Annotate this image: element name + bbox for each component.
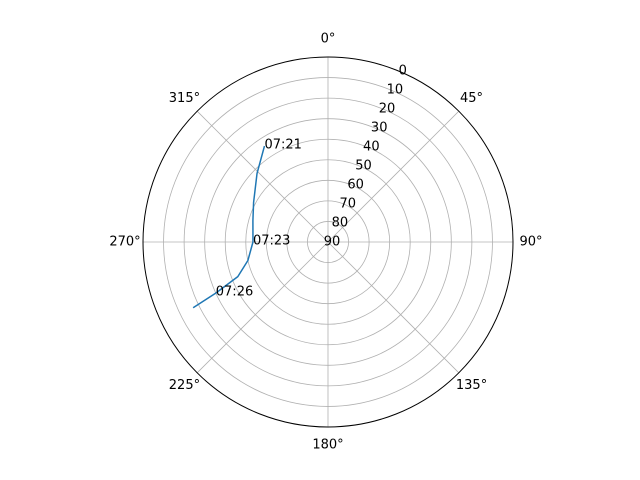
radial-tick-label: 20 xyxy=(379,102,396,117)
angular-tick-label: 180° xyxy=(312,438,343,453)
grid xyxy=(143,57,513,427)
polar-spine xyxy=(142,56,514,428)
series-line xyxy=(192,145,266,309)
radial-tick-label: 10 xyxy=(387,83,404,98)
radial-tick-label: 50 xyxy=(355,159,372,174)
angular-gridline xyxy=(196,241,329,374)
angular-tick-label: 135° xyxy=(456,378,487,393)
series-layer xyxy=(192,145,266,309)
angular-tick-label: 225° xyxy=(169,378,200,393)
radial-tick-label: 0 xyxy=(399,64,407,79)
outer-spine xyxy=(142,56,514,428)
tick-labels: 0° 45° 90° 135° 180° 225° 270° 315° 0 10 20 30 40 50 6… xyxy=(109,32,542,453)
time-annotation: 07:21 xyxy=(264,138,301,153)
radial-tick-label: 60 xyxy=(347,178,364,193)
radial-tick-label: 30 xyxy=(371,121,388,136)
radial-tick-label: 40 xyxy=(363,140,380,155)
radial-tick-label: 70 xyxy=(339,197,356,212)
angular-tick-label: 45° xyxy=(460,91,483,106)
angular-gridline xyxy=(327,110,460,243)
time-annotation: 07:26 xyxy=(216,285,253,300)
radial-tick-label: 90 xyxy=(324,235,341,250)
angular-tick-label: 270° xyxy=(109,235,140,250)
angular-tick-label: 315° xyxy=(169,91,200,106)
angular-gridline xyxy=(327,241,460,374)
angular-tick-label: 0° xyxy=(321,32,336,47)
radial-tick-label: 80 xyxy=(332,216,349,231)
time-annotation: 07:23 xyxy=(253,234,290,249)
annotations: 07:21 07:23 07:26 xyxy=(216,138,302,300)
angular-tick-label: 90° xyxy=(519,235,542,250)
angular-gridline xyxy=(196,110,329,243)
